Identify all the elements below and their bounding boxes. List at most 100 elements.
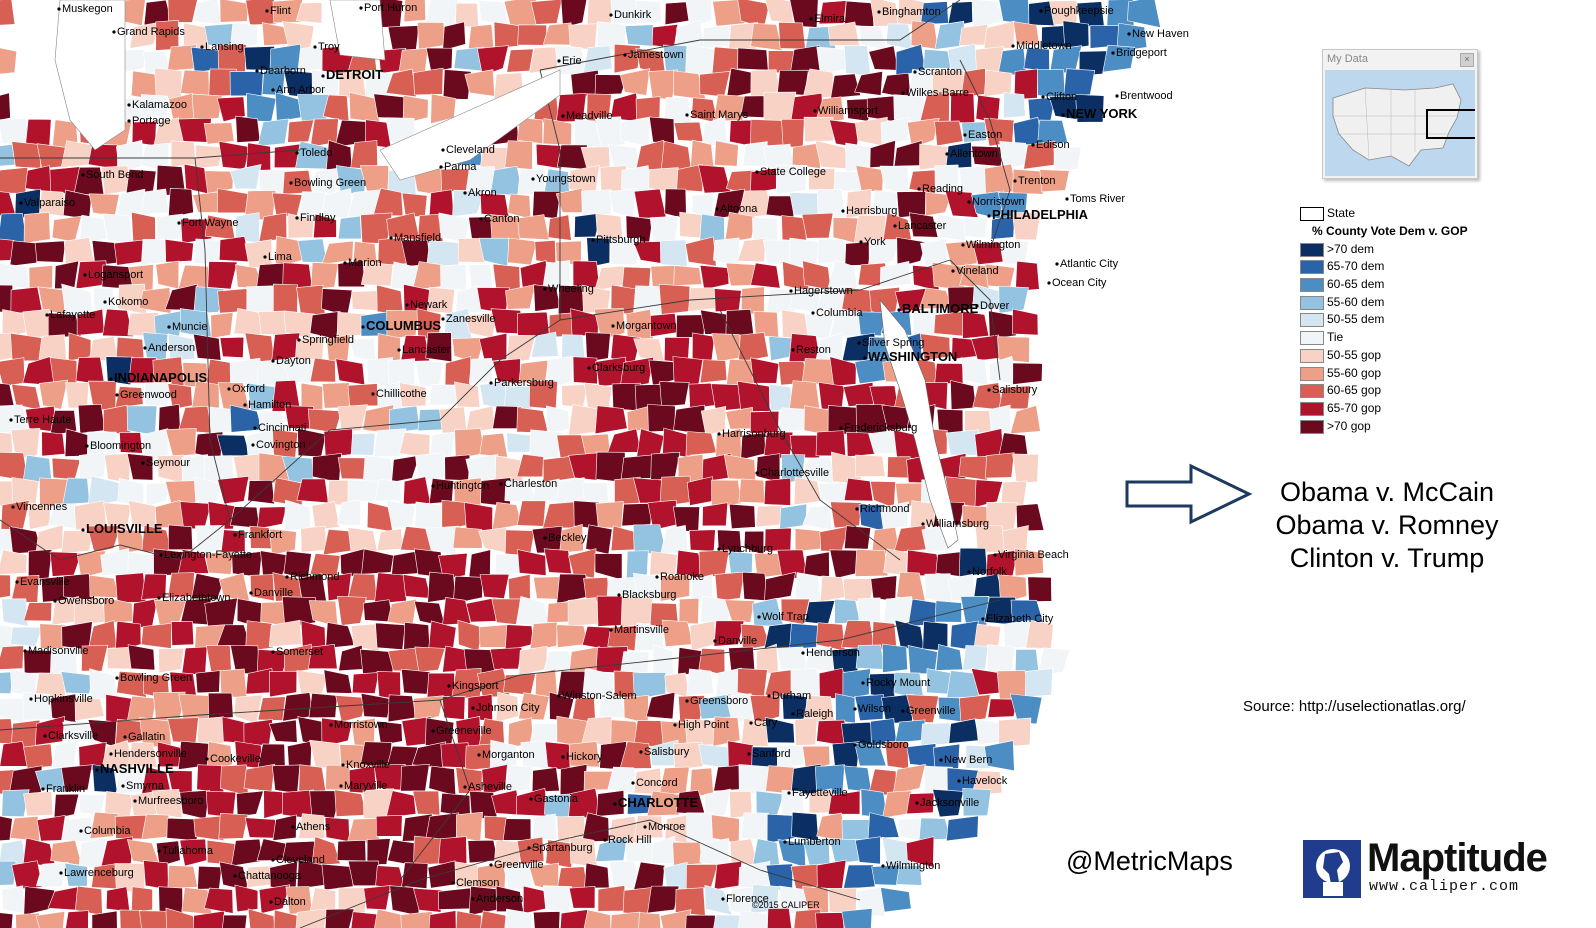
county-cell bbox=[155, 213, 183, 241]
county-cell bbox=[362, 455, 394, 484]
county-cell bbox=[985, 549, 1019, 581]
county-cell bbox=[843, 477, 874, 502]
county-cell bbox=[350, 432, 376, 456]
county-cell bbox=[613, 43, 641, 74]
county-cell bbox=[1127, 0, 1161, 29]
county-cell bbox=[506, 334, 536, 364]
city-name: Monroe bbox=[648, 821, 685, 833]
city-label: Saint Marys bbox=[685, 109, 749, 121]
county-cell bbox=[246, 285, 275, 315]
county-cell bbox=[444, 454, 471, 481]
county-cell bbox=[167, 865, 198, 889]
county-cell bbox=[374, 908, 408, 928]
county-cell bbox=[296, 478, 329, 504]
city-label: Kalamazoo bbox=[127, 99, 187, 111]
city-label: Salisbury bbox=[987, 384, 1038, 396]
election-matchups: Obama v. McCain Obama v. Romney Clinton … bbox=[1262, 476, 1512, 575]
county-cell bbox=[193, 910, 225, 928]
logo-url: www.caliper.com bbox=[1369, 878, 1520, 895]
county-cell bbox=[131, 211, 156, 243]
county-cell bbox=[62, 721, 95, 743]
county-cell bbox=[119, 432, 143, 454]
city-name: Martinsville bbox=[614, 624, 669, 636]
county-cell bbox=[9, 816, 40, 842]
city-name: Clarksville bbox=[48, 730, 98, 742]
county-cell bbox=[801, 212, 834, 239]
city-label: Asheville bbox=[463, 781, 512, 793]
county-cell bbox=[399, 382, 427, 408]
county-cell bbox=[468, 357, 494, 384]
county-cell bbox=[104, 453, 131, 484]
city-name: Gastonia bbox=[534, 793, 579, 805]
county-cell bbox=[932, 789, 964, 818]
city-name: Fort Wayne bbox=[182, 217, 238, 229]
city-label: Erie bbox=[557, 55, 582, 67]
county-cell bbox=[337, 259, 365, 288]
city-label: Somerset bbox=[271, 646, 323, 658]
city-name: Binghamton bbox=[882, 6, 941, 18]
close-icon[interactable]: × bbox=[1460, 53, 1474, 67]
city-label: Greenville bbox=[489, 859, 544, 871]
city-label: Portage bbox=[127, 115, 171, 127]
city-name: Norfolk bbox=[972, 566, 1007, 578]
county-cell bbox=[39, 623, 66, 649]
city-name: York bbox=[864, 236, 886, 248]
city-label: Greensboro bbox=[685, 695, 748, 707]
county-cell bbox=[1015, 503, 1045, 532]
county-cell bbox=[489, 647, 523, 670]
county-cell bbox=[818, 0, 847, 25]
county-cell bbox=[0, 263, 30, 289]
county-cell bbox=[479, 573, 510, 599]
legend-label: 65-70 gop bbox=[1327, 400, 1382, 415]
city-label: Williamsport bbox=[813, 105, 878, 117]
county-cell bbox=[632, 572, 666, 602]
county-cell bbox=[102, 308, 134, 337]
county-cell bbox=[659, 909, 692, 928]
overview-inset[interactable]: My Data × bbox=[1322, 49, 1478, 179]
county-cell bbox=[229, 22, 258, 52]
legend-label: 50-55 dem bbox=[1327, 312, 1385, 327]
county-cell bbox=[0, 574, 11, 599]
county-cell bbox=[366, 838, 391, 866]
county-cell bbox=[673, 741, 704, 771]
city-name: Morgantown bbox=[616, 320, 677, 332]
county-cell bbox=[10, 427, 41, 460]
county-cell bbox=[440, 264, 467, 291]
city-label: Muskegon bbox=[57, 3, 113, 15]
county-cell bbox=[610, 911, 641, 928]
city-name: Dalton bbox=[274, 896, 306, 908]
choropleth-map[interactable]: Muskegon Flint Port Huron Grand Rapids Lansi… bbox=[0, 0, 1250, 928]
city-name: Concord bbox=[636, 777, 678, 789]
county-cell bbox=[829, 356, 857, 387]
city-label: Muncie bbox=[167, 321, 207, 333]
county-cell bbox=[210, 312, 234, 339]
city-label: Parkersburg bbox=[489, 377, 554, 389]
city-label: York bbox=[859, 236, 886, 248]
city-label: Parma bbox=[439, 161, 477, 173]
county-cell bbox=[728, 503, 756, 530]
city-name: Lancaster bbox=[898, 220, 947, 232]
city-name: Meadville bbox=[566, 110, 612, 122]
county-cell bbox=[271, 764, 301, 794]
county-cell bbox=[713, 620, 745, 647]
legend-swatch bbox=[1300, 419, 1324, 434]
county-cell bbox=[545, 405, 570, 434]
county-cell bbox=[738, 478, 766, 504]
county-cell bbox=[672, 841, 704, 867]
city-name: Reading bbox=[922, 183, 963, 195]
city-name: Salisbury bbox=[992, 384, 1038, 396]
county-cell bbox=[691, 332, 715, 363]
county-cell bbox=[984, 163, 1018, 196]
county-cell bbox=[585, 524, 613, 555]
county-cell bbox=[614, 476, 641, 505]
city-label: Fort Wayne bbox=[177, 217, 238, 229]
city-name: Lawrenceburg bbox=[64, 867, 134, 879]
county-cell bbox=[816, 859, 847, 890]
county-cell bbox=[337, 404, 368, 433]
county-cell bbox=[296, 670, 329, 695]
county-cell bbox=[272, 0, 303, 24]
county-cell bbox=[700, 406, 727, 436]
county-cell bbox=[81, 644, 109, 672]
city-label: Akron bbox=[463, 187, 497, 199]
city-name: Brentwood bbox=[1120, 90, 1173, 102]
